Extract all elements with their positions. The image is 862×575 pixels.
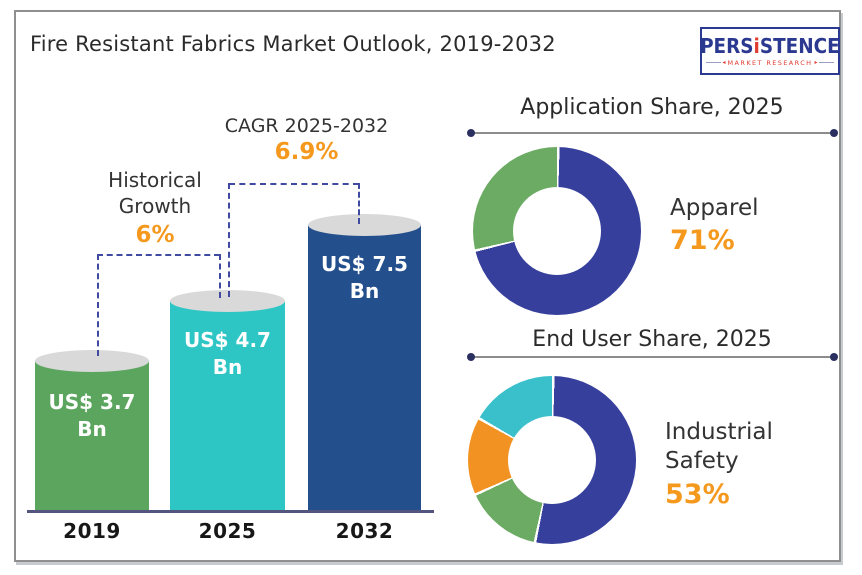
tagline-rule-right (819, 62, 834, 63)
historical-growth-value: 6% (135, 221, 175, 248)
brand-logo: PERSiSTENCE ◂ MARKET RESEARCH ▸ (700, 27, 840, 75)
cagr-label: CAGR 2025-2032 (224, 115, 389, 137)
x-tick-2032: 2032 (335, 519, 394, 543)
bar-2019-top-ellipse (35, 350, 149, 372)
bar-2025: US$ 4.7 Bn (170, 290, 285, 513)
bar-2032-value: US$ 7.5 (321, 252, 408, 276)
bar-2032: US$ 7.5 Bn (308, 214, 421, 513)
tagline-arrow-left-icon: ◂ (722, 58, 726, 66)
brand-logo-text: PERSiSTENCE (700, 36, 840, 56)
x-tick-2025: 2025 (198, 519, 257, 543)
page-title: Fire Resistant Fabrics Market Outlook, 2… (30, 32, 556, 56)
bar-2025-value: US$ 4.7 (184, 328, 271, 352)
bar-2032-value-label: US$ 7.5 Bn (308, 251, 421, 305)
x-axis-line (27, 510, 434, 513)
tagline-rule-left (706, 62, 721, 63)
end-user-share-title: End User Share, 2025 (532, 327, 772, 352)
bar-2019-value-label: US$ 3.7 Bn (35, 389, 149, 443)
end-user-share-donut (468, 376, 636, 544)
end-user-share-label-line1: Industrial (665, 419, 773, 445)
bar-2025-value-label: US$ 4.7 Bn (170, 327, 285, 381)
bar-2032-top-ellipse (308, 214, 421, 236)
brand-tagline: ◂ MARKET RESEARCH ▸ (706, 59, 834, 67)
historical-bracket-horizontal (97, 254, 220, 256)
bar-2019-body (35, 361, 149, 513)
bar-2019-value: US$ 3.7 (48, 390, 136, 414)
bar-2025-unit: Bn (212, 355, 243, 379)
brand-pre: PERS (700, 33, 754, 58)
cagr-annotation: CAGR 2025-2032 6.9% (214, 115, 399, 165)
infographic-frame: Fire Resistant Fabrics Market Outlook, 2… (14, 10, 841, 562)
bar-2025-body (170, 301, 285, 513)
end-user-share-callout: Industrial Safety 53% (665, 418, 773, 510)
cagr-value: 6.9% (274, 139, 339, 165)
end-user-share-label-line2: Safety (665, 448, 739, 475)
bar-2019-unit: Bn (77, 417, 107, 441)
end-user-share-divider (467, 353, 838, 361)
end-user-share-value: 53% (665, 478, 730, 510)
brand-post: STENCE (759, 33, 840, 58)
bar-2032-body (308, 225, 421, 513)
tagline-arrow-right-icon: ▸ (814, 58, 818, 66)
application-share-divider (467, 129, 838, 137)
tagline-text: MARKET RESEARCH (727, 58, 813, 67)
bar-2025-top-ellipse (170, 290, 285, 312)
application-share-donut (473, 147, 641, 315)
application-share-value: 71% (670, 225, 735, 257)
end-user-share-donut-hole (508, 416, 596, 504)
bar-2032-unit: Bn (349, 279, 380, 303)
application-share-label: Apparel (670, 195, 759, 221)
historical-growth-annotation: Historical Growth 6% (80, 167, 230, 248)
application-share-callout: Apparel 71% (670, 194, 759, 256)
x-tick-2019: 2019 (63, 519, 121, 543)
historical-growth-label-line1: Historical (108, 168, 202, 192)
bar-2019: US$ 3.7 Bn (35, 350, 149, 513)
cagr-bracket-right (358, 183, 360, 224)
cagr-bracket-left (228, 183, 230, 297)
cagr-bracket-horizontal (229, 183, 359, 185)
historical-growth-label-line2: Growth (118, 194, 192, 219)
application-share-donut-hole (513, 187, 601, 275)
historical-bracket-left (97, 254, 99, 356)
brand-i: i (753, 33, 760, 58)
historical-bracket-right (219, 254, 221, 298)
application-share-title: Application Share, 2025 (520, 95, 784, 120)
